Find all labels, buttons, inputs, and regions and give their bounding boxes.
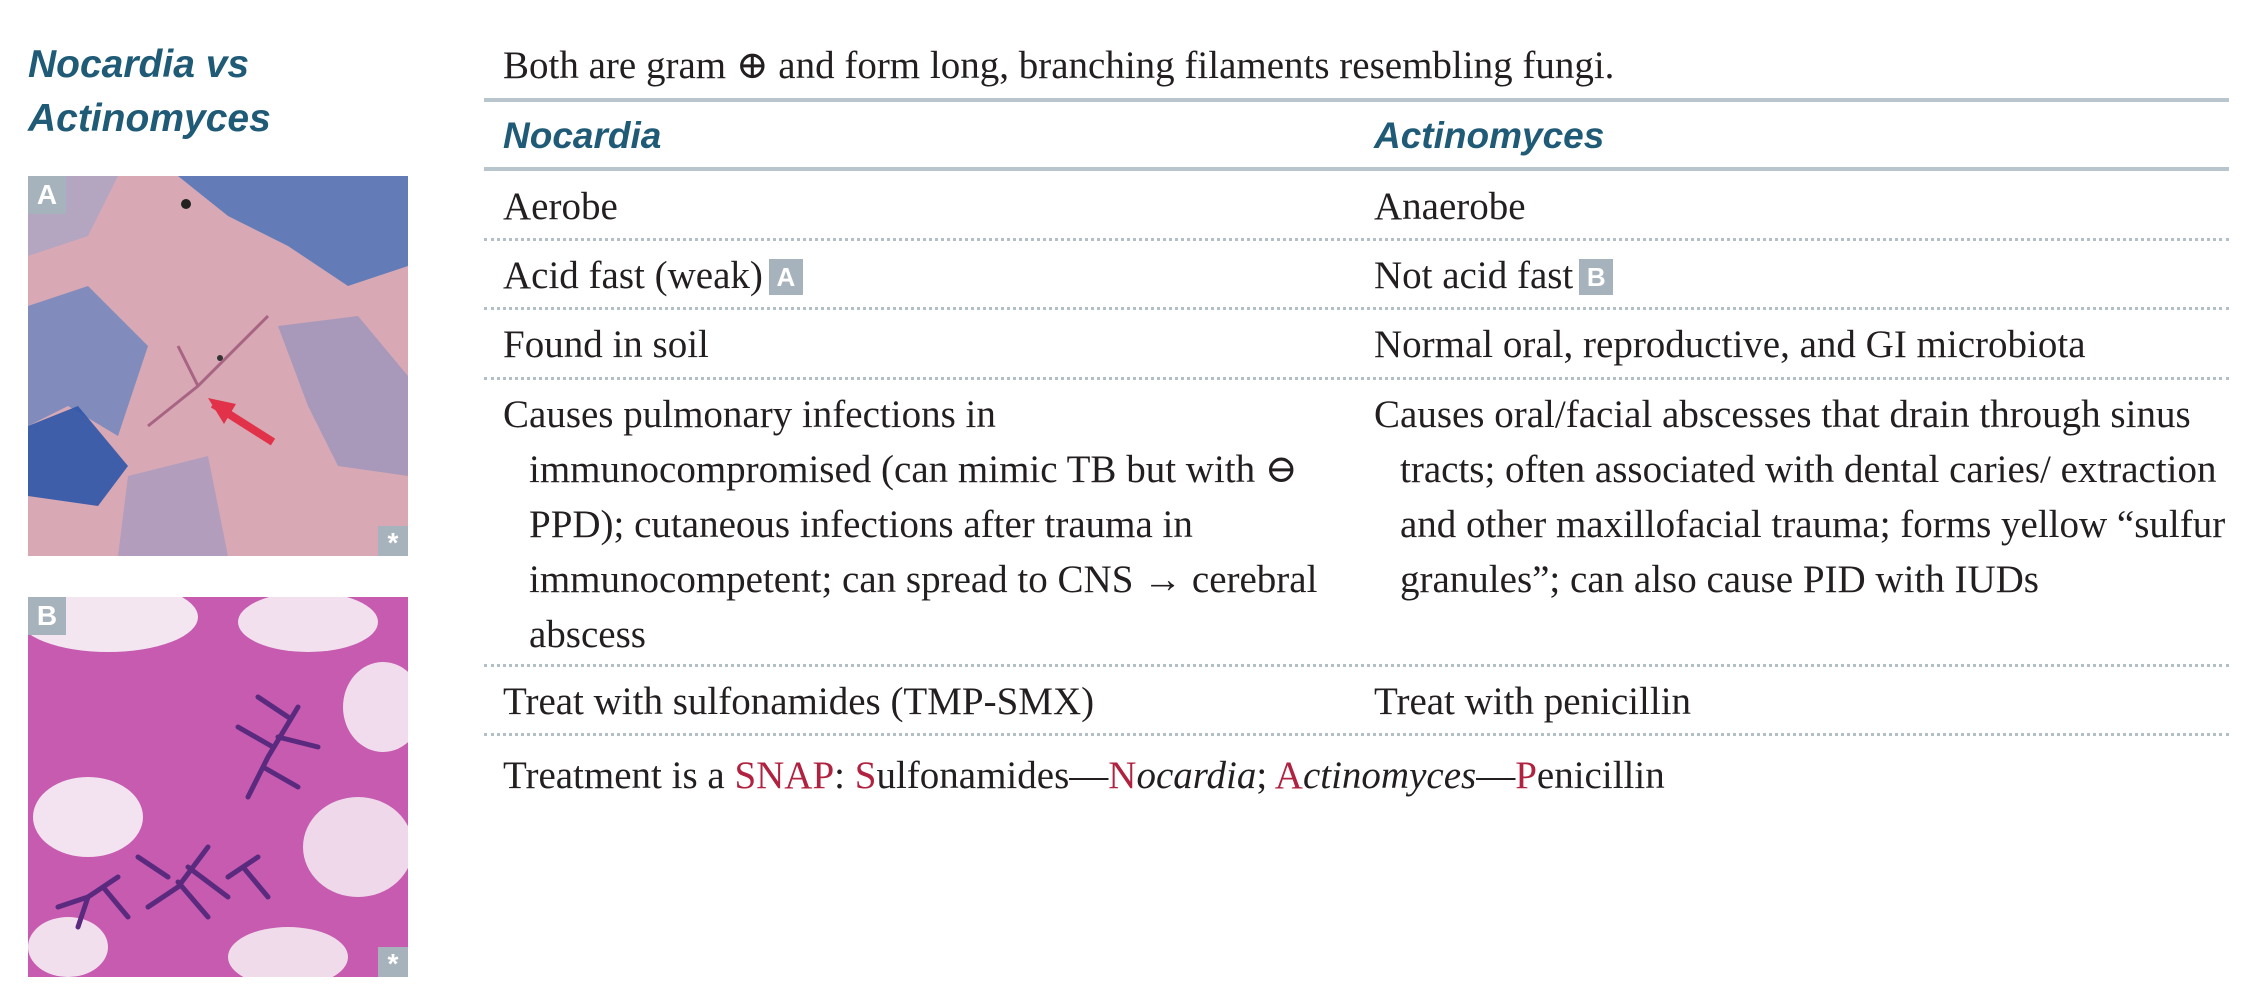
image-credit-mark-a: * [378,526,408,556]
section-title: Nocardia vs Actinomyces [28,38,428,146]
row-acid-fast-actinomyces: Not acid fast B [1374,248,2224,303]
section-title-line2: Actinomyces [28,97,271,140]
acid-fast-stain-image [28,176,408,556]
row-divider [484,377,2229,380]
row-disease-actinomyces: Causes oral/facial abscesses that drain … [1374,393,2226,601]
mnemonic-s: S [854,754,877,797]
row-treatment-actinomyces: Treat with penicillin [1374,680,1692,723]
mnemonic-p: P [1515,754,1537,797]
column-header-nocardia: Nocardia [503,115,662,156]
mnemonic-snap: SNAP [734,754,835,797]
figure-ref-b: B [1579,259,1614,295]
row-oxygen-nocardia: Aerobe [503,185,618,228]
mnemonic-dash: — [1476,754,1516,797]
gram-stain-image [28,597,408,977]
row-divider [484,664,2229,667]
mnemonic-prefix: Treatment is a [503,754,735,797]
mnemonic-s-rest: ulfonamides— [876,754,1109,797]
intro-text: Both are gram ⊕ and form long, branching… [503,44,1615,87]
image-credit-mark-b: * [378,947,408,977]
mnemonic-n-rest: ocardia [1136,754,1257,797]
mnemonic-a: A [1274,754,1303,797]
row-habitat-actinomyces: Normal oral, reproductive, and GI microb… [1374,323,2086,366]
mnemonic-n: N [1108,754,1137,797]
row-habitat-nocardia: Found in soil [503,323,709,366]
row-disease-nocardia: Causes pulmonary infections in immunocom… [503,393,1318,656]
section-title-line1: Nocardia vs [28,43,250,86]
row-acid-fast-nocardia: Acid fast (weak) A [503,248,1303,303]
row-divider [484,238,2229,241]
row-divider [484,307,2229,310]
micrograph-b: B * [28,597,408,977]
mnemonic-p-rest: enicillin [1536,754,1665,797]
row-treatment-nocardia: Treat with sulfonamides (TMP-SMX) [503,680,1095,723]
table-top-rule [484,98,2229,102]
header-rule [484,167,2229,171]
row-divider [484,733,2229,736]
acid-fast-nocardia-text: Acid fast (weak) [503,254,763,297]
acid-fast-actinomyces-text: Not acid fast [1374,254,1574,297]
column-header-actinomyces: Actinomyces [1374,115,1605,156]
figure-label-b: B [28,597,66,635]
figure-ref-a: A [768,259,803,295]
mnemonic-a-rest: ctinomyces [1302,754,1477,797]
row-oxygen-actinomyces: Anaerobe [1374,185,1526,228]
micrograph-a: A * [28,176,408,556]
mnemonic-semicolon: ; [1256,754,1275,797]
figure-label-a: A [28,176,66,214]
mnemonic-colon: : [834,754,855,797]
mnemonic-line: Treatment is a SNAP: Sulfonamides—Nocard… [503,750,1665,802]
